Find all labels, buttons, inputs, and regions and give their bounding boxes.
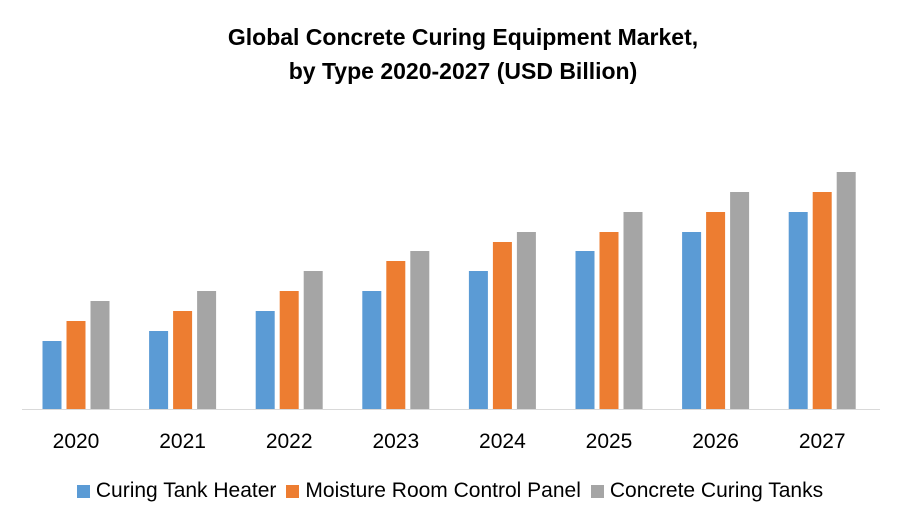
chart-title-line2: by Type 2020-2027 (USD Billion) [288, 58, 638, 84]
legend-swatch [590, 484, 604, 498]
x-tick-label: 2020 [53, 430, 100, 453]
legend-label: Moisture Room Control Panel [305, 479, 581, 502]
bar-2020-1 [66, 321, 86, 409]
legend-item: Concrete Curing Tanks [590, 479, 824, 503]
bar-2021-2 [197, 291, 217, 409]
bar-2027-2 [836, 172, 856, 409]
legend-label: Concrete Curing Tanks [609, 479, 824, 502]
bar-2024-2 [516, 232, 536, 409]
x-tick-label: 2026 [692, 430, 739, 453]
legend-swatch [286, 484, 300, 498]
bar-2021-0 [149, 331, 169, 409]
bar-2027-0 [788, 212, 808, 409]
legend-item: Moisture Room Control Panel [286, 479, 581, 503]
bar-2023-0 [362, 291, 382, 409]
x-tick-label: 2027 [799, 430, 846, 453]
bar-2021-1 [173, 311, 193, 409]
bar-2025-2 [623, 212, 643, 409]
x-tick-label: 2024 [479, 430, 526, 453]
legend-label: Curing Tank Heater [95, 479, 277, 502]
bar-2022-2 [303, 271, 323, 409]
chart-title-line1: Global Concrete Curing Equipment Market, [227, 24, 699, 50]
legend-swatch [76, 484, 90, 498]
bar-2024-0 [468, 271, 488, 409]
x-tick-label: 2025 [586, 430, 633, 453]
bar-2026-0 [682, 232, 702, 409]
bar-2026-2 [730, 192, 750, 409]
bar-2025-0 [575, 251, 595, 409]
bar-2023-2 [410, 251, 430, 409]
bar-2025-1 [599, 232, 619, 409]
bar-2022-0 [255, 311, 275, 409]
bar-2020-0 [42, 341, 62, 409]
x-tick-label: 2023 [372, 430, 419, 453]
legend: Curing Tank Heater Moisture Room Control … [0, 479, 900, 503]
legend-item: Curing Tank Heater [76, 479, 277, 503]
bar-2027-1 [812, 192, 832, 409]
x-tick-label: 2022 [266, 430, 313, 453]
bar-2020-2 [90, 301, 110, 409]
bar-2023-1 [386, 261, 406, 409]
bar-2022-1 [279, 291, 299, 409]
bar-2024-1 [492, 242, 512, 409]
x-tick-label: 2021 [159, 430, 206, 453]
bar-2026-1 [706, 212, 726, 409]
